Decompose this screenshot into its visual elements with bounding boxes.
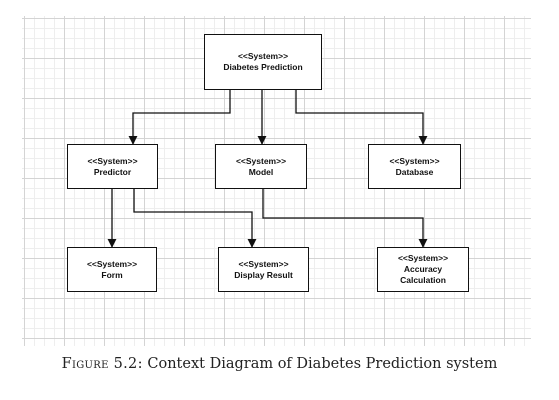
- node-stereotype: <<System>>: [238, 258, 289, 269]
- node-stereotype: <<System>>: [86, 258, 138, 269]
- node-name: Model: [248, 166, 274, 177]
- node-name: Diabetes Prediction: [223, 62, 303, 72]
- node-database: <<System>> Database: [368, 144, 461, 189]
- figure-caption: Figure 5.2: Context Diagram of Diabetes …: [0, 356, 559, 372]
- node-name: Predictor: [93, 166, 132, 177]
- node-stereotype: <<System>>: [389, 155, 440, 166]
- node-stereotype: <<System>>: [235, 155, 287, 166]
- node-name: Database: [395, 166, 434, 177]
- node-name: Form: [101, 269, 123, 280]
- figure-label: Figure 5.2:: [61, 356, 143, 372]
- node-display-result: <<System>> Display Result: [218, 247, 309, 292]
- node-predictor: <<System>> Predictor: [67, 144, 158, 189]
- node-name: Display Result: [234, 269, 293, 280]
- node-stereotype: <<System>>: [87, 155, 138, 166]
- node-stereotype: <<System>>: [237, 51, 289, 61]
- node-name: Accuracy Calculation: [400, 264, 446, 285]
- node-accuracy-calculation: <<System>> Accuracy Calculation: [377, 247, 469, 292]
- node-diabetes-prediction: <<System>> Diabetes Prediction: [204, 34, 322, 90]
- caption-text: Context Diagram of Diabetes Prediction s…: [147, 356, 498, 372]
- node-form: <<System>> Form: [67, 247, 157, 292]
- node-model: <<System>> Model: [215, 144, 307, 189]
- node-stereotype: <<System>>: [397, 253, 449, 263]
